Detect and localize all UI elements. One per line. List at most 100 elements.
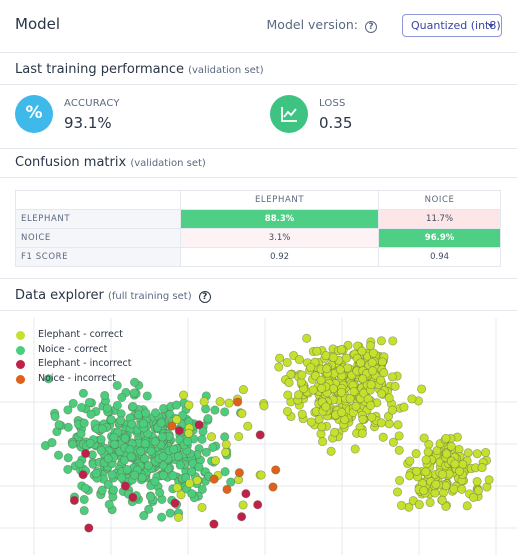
scatter-point	[419, 433, 429, 443]
scatter-point	[168, 471, 178, 481]
legend-label: Noice - correct	[38, 343, 108, 355]
model-version-select[interactable]: Quantized (int8)	[402, 14, 502, 37]
legend-item[interactable]: Elephant - incorrect	[16, 358, 132, 373]
scatter-point	[468, 492, 479, 502]
scatter-point	[351, 401, 361, 411]
scatter-point	[472, 449, 482, 459]
scatter-point	[394, 445, 404, 455]
cell-elephant-noice[interactable]: 11.7%	[378, 209, 501, 229]
scatter-point	[484, 475, 494, 485]
scatter-point	[68, 439, 78, 449]
divider	[0, 52, 517, 53]
scatter-point	[156, 418, 166, 428]
scatter-point	[210, 456, 221, 466]
scatter-point	[473, 486, 483, 496]
cell-elephant-elephant[interactable]: 88.3%	[179, 209, 380, 229]
scatter-point	[137, 473, 147, 483]
cell-noice-noice[interactable]: 96.9%	[378, 228, 501, 248]
scatter-point	[117, 392, 127, 402]
scatter-point	[194, 462, 204, 472]
scatter-point	[284, 378, 294, 388]
scatter-point	[234, 431, 244, 442]
help-icon[interactable]: ?	[198, 291, 211, 303]
scatter-point	[50, 411, 60, 422]
scatter-point	[176, 490, 186, 500]
scatter-point	[379, 368, 389, 378]
help-icon[interactable]: ?	[365, 21, 377, 33]
scatter-point	[203, 414, 213, 424]
legend-dot-icon	[16, 331, 25, 340]
legend-item[interactable]: Noice - correct	[16, 344, 132, 359]
scatter-point	[366, 380, 376, 390]
scatter-point	[76, 429, 86, 439]
scatter-point	[103, 454, 113, 464]
legend-item[interactable]: Noice - incorrect	[16, 373, 132, 388]
scatter-point	[336, 345, 346, 355]
percent-glyph: %	[25, 103, 43, 123]
scatter-point	[185, 478, 195, 488]
scatter-point	[394, 431, 404, 441]
scatter-point	[173, 451, 183, 461]
scatter-point	[472, 476, 482, 487]
scatter-point	[454, 466, 465, 476]
row-label-elephant: ELEPHANT	[15, 209, 181, 229]
scatter-point	[155, 488, 165, 498]
scatter-point	[157, 512, 167, 522]
line-chart-icon-svg	[281, 107, 297, 122]
scatter-point	[139, 511, 149, 521]
divider	[0, 177, 517, 178]
scatter-point	[209, 519, 219, 529]
scatter-point	[237, 512, 247, 522]
scatter-point	[84, 397, 94, 407]
divider	[0, 84, 517, 85]
scatter-point	[47, 438, 57, 448]
loss-label: LOSS	[319, 98, 346, 109]
scatter-point	[326, 446, 336, 456]
scatter-point	[222, 484, 232, 494]
scatter-point	[126, 452, 136, 462]
scatter-point	[116, 415, 126, 426]
scatter-point	[442, 449, 452, 459]
scatter-point	[423, 447, 433, 457]
scatter-point	[79, 418, 89, 428]
scatter-point	[366, 400, 376, 410]
scatter-point	[80, 483, 90, 493]
scatter-point	[97, 424, 107, 434]
scatter-point	[91, 468, 101, 478]
legend-item[interactable]: Elephant - correct	[16, 329, 132, 344]
scatter-point	[358, 414, 368, 424]
scatter-point	[184, 428, 194, 438]
scatter-point	[316, 375, 326, 385]
scatter-point	[293, 390, 304, 400]
data-explorer-scatter[interactable]	[0, 318, 517, 555]
scatter-point	[108, 485, 119, 495]
scatter-point	[44, 374, 54, 384]
scatter-point	[268, 482, 278, 492]
scatter-point	[384, 393, 394, 403]
cell-noice-elephant[interactable]: 3.1%	[179, 228, 380, 248]
scatter-point	[431, 479, 441, 489]
scatter-point	[238, 385, 248, 395]
scatter-point	[317, 422, 327, 432]
scatter-point	[104, 499, 114, 509]
scatter-point	[220, 432, 230, 442]
scatter-point	[356, 358, 366, 368]
scatter-point	[206, 432, 217, 442]
scatter-point	[308, 385, 318, 395]
scatter-point	[414, 500, 424, 510]
scatter-point	[412, 466, 422, 476]
scatter-point	[175, 460, 185, 470]
legend-label: Elephant - correct	[38, 329, 123, 340]
scatter-point	[256, 470, 266, 480]
scatter-point	[209, 474, 219, 484]
scatter-point	[107, 470, 117, 480]
explorer-legend: Elephant - correct Noice - correct Elephan…	[16, 329, 132, 387]
scatter-point	[79, 494, 89, 505]
scatter-point	[172, 483, 182, 493]
scatter-point	[271, 465, 281, 475]
scatter-point	[143, 461, 153, 471]
scatter-point	[255, 430, 265, 440]
scatter-point	[376, 336, 386, 346]
scatter-point	[419, 486, 429, 496]
scatter-point	[150, 408, 161, 418]
